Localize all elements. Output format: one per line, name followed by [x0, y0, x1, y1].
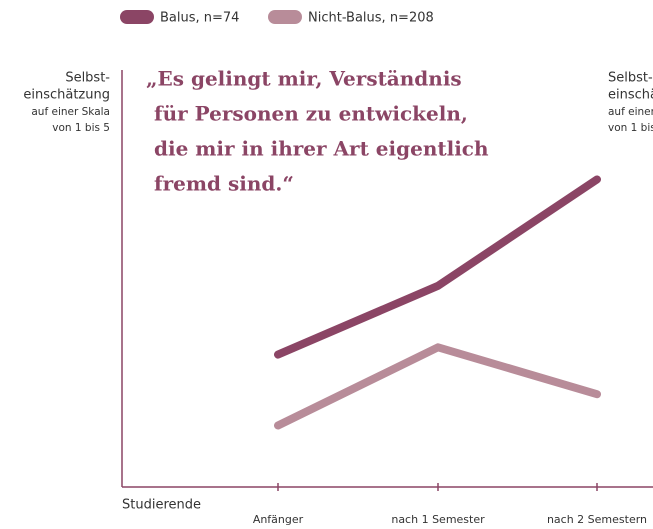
- legend-swatch: [268, 10, 302, 24]
- y-axis-label: von 1 bis 5: [52, 122, 110, 134]
- y-axis-label: einschätzung: [608, 88, 653, 103]
- x-axis-label: Studierende: [122, 498, 201, 513]
- chart-title: die mir in ihrer Art eigentlich: [154, 137, 489, 161]
- chart-title: fremd sind.“: [154, 172, 294, 196]
- x-tick-label: Anfänger: [253, 513, 304, 526]
- y-axis-label: Selbst-: [65, 71, 110, 86]
- series-line: [274, 343, 601, 430]
- y-axis-label: auf einer Skala: [608, 106, 653, 118]
- x-tick-label: nach 2 Semestern: [547, 513, 647, 526]
- y-axis-label: Selbst-: [608, 71, 653, 86]
- y-axis-label: auf einer Skala: [31, 106, 110, 118]
- legend-label: Balus, n=74: [160, 11, 239, 26]
- series-line: [274, 175, 601, 359]
- legend-swatch: [120, 10, 154, 24]
- legend-label: Nicht-Balus, n=208: [308, 11, 434, 26]
- y-axis-label: einschätzung: [23, 88, 110, 103]
- y-axis-label: von 1 bis 5: [608, 122, 653, 134]
- chart-title: für Personen zu entwickeln,: [154, 102, 468, 126]
- chart-title: „Es gelingt mir, Verständnis: [146, 67, 462, 91]
- x-tick-label: nach 1 Semester: [391, 513, 485, 526]
